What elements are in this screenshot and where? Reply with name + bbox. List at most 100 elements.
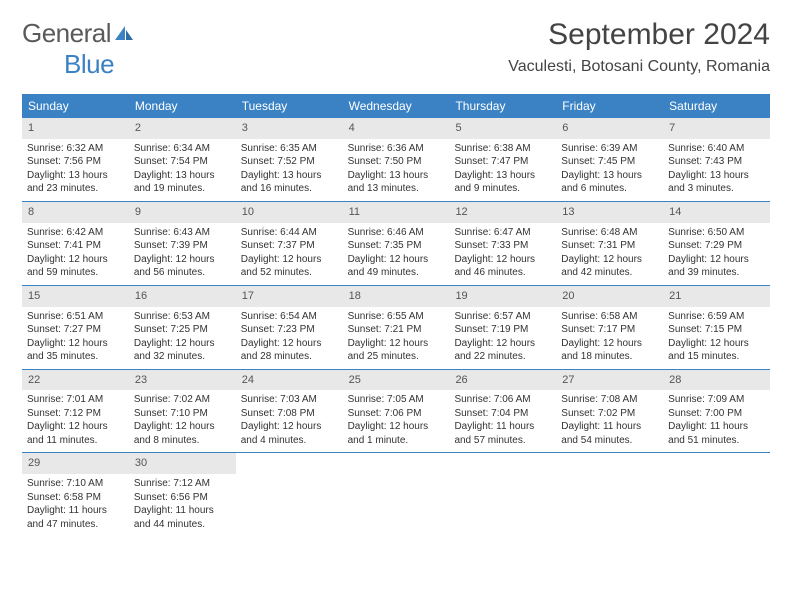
day-number: 7 (663, 118, 770, 139)
calendar-day (343, 453, 450, 536)
day-sunrise: Sunrise: 6:47 AM (454, 226, 551, 240)
day-sunset: Sunset: 7:19 PM (454, 323, 551, 337)
day-sunrise: Sunrise: 6:38 AM (454, 142, 551, 156)
day-d2: and 49 minutes. (348, 266, 445, 280)
day-sunrise: Sunrise: 6:58 AM (561, 310, 658, 324)
day-body: Sunrise: 6:34 AMSunset: 7:54 PMDaylight:… (129, 139, 236, 201)
day-sunrise: Sunrise: 6:54 AM (241, 310, 338, 324)
day-d1: Daylight: 13 hours (668, 169, 765, 183)
day-d2: and 57 minutes. (454, 434, 551, 448)
day-d2: and 19 minutes. (134, 182, 231, 196)
day-sunrise: Sunrise: 6:36 AM (348, 142, 445, 156)
day-d2: and 39 minutes. (668, 266, 765, 280)
day-number: 8 (22, 202, 129, 223)
day-number: 2 (129, 118, 236, 139)
calendar-day: 20Sunrise: 6:58 AMSunset: 7:17 PMDayligh… (556, 286, 663, 369)
day-sunset: Sunset: 7:08 PM (241, 407, 338, 421)
day-sunset: Sunset: 7:45 PM (561, 155, 658, 169)
day-sunrise: Sunrise: 6:53 AM (134, 310, 231, 324)
day-d2: and 6 minutes. (561, 182, 658, 196)
day-d2: and 35 minutes. (27, 350, 124, 364)
calendar-day: 6Sunrise: 6:39 AMSunset: 7:45 PMDaylight… (556, 118, 663, 201)
day-sunrise: Sunrise: 6:34 AM (134, 142, 231, 156)
day-d1: Daylight: 12 hours (668, 253, 765, 267)
day-d1: Daylight: 12 hours (241, 337, 338, 351)
day-d1: Daylight: 13 hours (27, 169, 124, 183)
day-d2: and 25 minutes. (348, 350, 445, 364)
day-d1: Daylight: 13 hours (561, 169, 658, 183)
calendar-day (449, 453, 556, 536)
day-number: 30 (129, 453, 236, 474)
day-d2: and 13 minutes. (348, 182, 445, 196)
day-d1: Daylight: 13 hours (134, 169, 231, 183)
day-number: 29 (22, 453, 129, 474)
calendar-day: 14Sunrise: 6:50 AMSunset: 7:29 PMDayligh… (663, 202, 770, 285)
day-sunset: Sunset: 7:10 PM (134, 407, 231, 421)
day-body: Sunrise: 6:58 AMSunset: 7:17 PMDaylight:… (556, 307, 663, 369)
day-d1: Daylight: 12 hours (561, 337, 658, 351)
day-sunset: Sunset: 7:04 PM (454, 407, 551, 421)
day-sunrise: Sunrise: 7:02 AM (134, 393, 231, 407)
day-d2: and 1 minute. (348, 434, 445, 448)
day-number: 13 (556, 202, 663, 223)
day-d2: and 16 minutes. (241, 182, 338, 196)
day-d1: Daylight: 11 hours (668, 420, 765, 434)
calendar-day: 16Sunrise: 6:53 AMSunset: 7:25 PMDayligh… (129, 286, 236, 369)
day-number: 5 (449, 118, 556, 139)
calendar-day: 13Sunrise: 6:48 AMSunset: 7:31 PMDayligh… (556, 202, 663, 285)
day-sunset: Sunset: 7:56 PM (27, 155, 124, 169)
day-body: Sunrise: 6:36 AMSunset: 7:50 PMDaylight:… (343, 139, 450, 201)
logo: General Blue (22, 18, 135, 80)
day-body: Sunrise: 6:51 AMSunset: 7:27 PMDaylight:… (22, 307, 129, 369)
day-sunset: Sunset: 7:23 PM (241, 323, 338, 337)
day-body: Sunrise: 7:01 AMSunset: 7:12 PMDaylight:… (22, 390, 129, 452)
calendar-day: 9Sunrise: 6:43 AMSunset: 7:39 PMDaylight… (129, 202, 236, 285)
day-number: 1 (22, 118, 129, 139)
day-sunset: Sunset: 7:06 PM (348, 407, 445, 421)
day-number: 15 (22, 286, 129, 307)
calendar-day (556, 453, 663, 536)
day-sunrise: Sunrise: 6:55 AM (348, 310, 445, 324)
day-d1: Daylight: 12 hours (454, 253, 551, 267)
day-body: Sunrise: 6:44 AMSunset: 7:37 PMDaylight:… (236, 223, 343, 285)
day-sunrise: Sunrise: 6:48 AM (561, 226, 658, 240)
day-d2: and 44 minutes. (134, 518, 231, 532)
day-sunset: Sunset: 7:29 PM (668, 239, 765, 253)
calendar-day: 19Sunrise: 6:57 AMSunset: 7:19 PMDayligh… (449, 286, 556, 369)
day-sunset: Sunset: 7:17 PM (561, 323, 658, 337)
day-sunset: Sunset: 7:02 PM (561, 407, 658, 421)
day-number: 17 (236, 286, 343, 307)
weekday-header: Saturday (663, 94, 770, 118)
day-sunrise: Sunrise: 6:39 AM (561, 142, 658, 156)
day-body: Sunrise: 6:48 AMSunset: 7:31 PMDaylight:… (556, 223, 663, 285)
day-body: Sunrise: 6:53 AMSunset: 7:25 PMDaylight:… (129, 307, 236, 369)
day-d2: and 42 minutes. (561, 266, 658, 280)
calendar-day: 17 Sunrise: 6:54 AMSunset: 7:23 PMDayligh… (236, 286, 343, 369)
day-d2: and 52 minutes. (241, 266, 338, 280)
day-sunset: Sunset: 7:27 PM (27, 323, 124, 337)
day-number: 12 (449, 202, 556, 223)
day-d2: and 15 minutes. (668, 350, 765, 364)
logo-text-general: General (22, 18, 111, 48)
day-number: 16 (129, 286, 236, 307)
day-number: 24 (236, 370, 343, 391)
day-d1: Daylight: 12 hours (27, 337, 124, 351)
day-d2: and 9 minutes. (454, 182, 551, 196)
weekday-header: Tuesday (236, 94, 343, 118)
day-body: Sunrise: 6:47 AMSunset: 7:33 PMDaylight:… (449, 223, 556, 285)
title-block: September 2024 Vaculesti, Botosani Count… (508, 18, 770, 76)
day-d2: and 18 minutes. (561, 350, 658, 364)
day-d2: and 22 minutes. (454, 350, 551, 364)
day-sunrise: Sunrise: 6:46 AM (348, 226, 445, 240)
weekday-header: Thursday (449, 94, 556, 118)
day-d1: Daylight: 13 hours (241, 169, 338, 183)
calendar-day: 7Sunrise: 6:40 AMSunset: 7:43 PMDaylight… (663, 118, 770, 201)
day-body: Sunrise: 6:43 AMSunset: 7:39 PMDaylight:… (129, 223, 236, 285)
day-sunrise: Sunrise: 7:08 AM (561, 393, 658, 407)
calendar-day: 22Sunrise: 7:01 AMSunset: 7:12 PMDayligh… (22, 370, 129, 453)
calendar-day: 3Sunrise: 6:35 AMSunset: 7:52 PMDaylight… (236, 118, 343, 201)
day-sunset: Sunset: 6:58 PM (27, 491, 124, 505)
calendar-day: 26Sunrise: 7:06 AMSunset: 7:04 PMDayligh… (449, 370, 556, 453)
day-number: 26 (449, 370, 556, 391)
day-d2: and 23 minutes. (27, 182, 124, 196)
